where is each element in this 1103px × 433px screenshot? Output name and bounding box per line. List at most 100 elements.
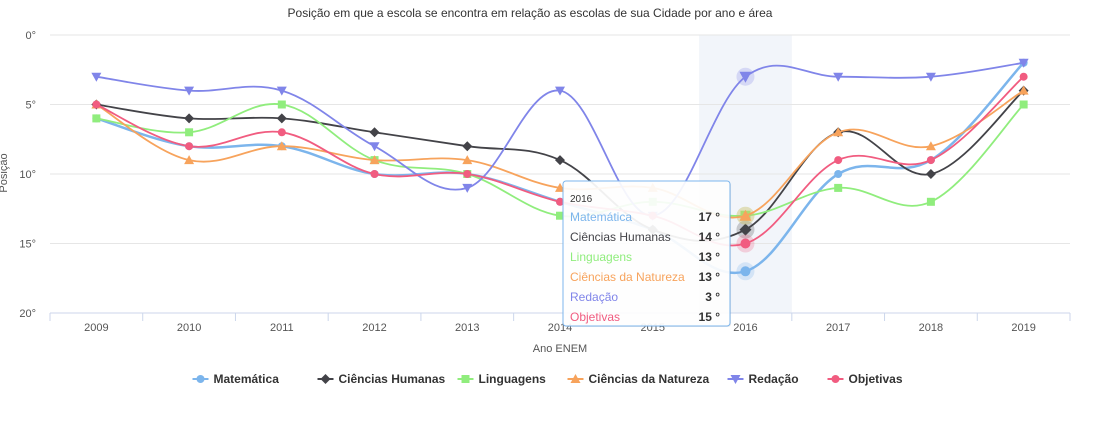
legend-symbol (730, 375, 741, 384)
tooltip-box (562, 180, 731, 327)
tooltip-header: 2016 (570, 194, 593, 205)
legend-label: Linguagens (479, 372, 547, 386)
legend-item-linguagens[interactable]: Linguagens (457, 372, 547, 386)
data-point (555, 86, 565, 96)
legend-symbol (196, 375, 205, 383)
legend-symbol (320, 374, 331, 384)
data-point (91, 72, 102, 82)
series-line-redacao (96, 61, 1024, 217)
x-tick-label: 2011 (270, 322, 294, 334)
data-point (184, 86, 195, 96)
data-point (833, 72, 844, 82)
data-point (369, 142, 380, 152)
tooltip-value: 13 ° (699, 270, 721, 284)
data-point (925, 141, 936, 151)
data-point (926, 156, 935, 165)
tooltip-value: 14 ° (699, 230, 721, 244)
tooltip-row-objetivas: Objetivas 15 ° (570, 310, 720, 324)
data-point (462, 141, 473, 152)
y-axis-ticks: 0° 5° 10° 15° 20° (19, 30, 36, 320)
legend-label: Objetivas (849, 372, 903, 386)
series-group (91, 58, 1029, 281)
data-point (276, 113, 287, 124)
data-point (834, 183, 843, 192)
tooltip-series-name: Linguagens (570, 250, 632, 264)
tooltip-series-name: Ciências Humanas (570, 230, 671, 244)
legend-symbol (461, 375, 470, 383)
tooltip-value: 3 ° (705, 290, 720, 304)
data-point (740, 238, 751, 249)
series-redacao (91, 58, 1029, 221)
data-point (369, 127, 380, 138)
x-tick-label: 2012 (362, 322, 386, 334)
tooltip-row-matematica: Matemática 17 ° (570, 210, 720, 224)
tooltip-row-redacao: Redação 3 ° (570, 290, 720, 304)
tooltip-series-name: Ciências da Natureza (570, 270, 685, 284)
legend-label: Redação (749, 372, 799, 386)
tooltip-series-name: Matemática (570, 210, 632, 224)
x-tick-label: 2019 (1011, 322, 1035, 334)
y-tick-label: 15° (19, 239, 36, 251)
data-point (185, 142, 194, 151)
legend-symbol (831, 375, 840, 383)
x-tick-label: 2013 (455, 322, 479, 334)
legend-label: Ciências da Natureza (589, 372, 710, 386)
data-point (925, 169, 936, 179)
data-point (277, 128, 286, 137)
data-point (834, 156, 843, 165)
y-axis-title: Posição (0, 153, 10, 192)
legend-label: Matemática (214, 372, 280, 386)
y-tick-label: 20° (19, 308, 36, 320)
legend-item-objetivas[interactable]: Objetivas (827, 372, 903, 386)
tooltip-series-name: Redação (570, 290, 618, 304)
data-point (926, 197, 935, 206)
x-axis-ticks: 2009 2010 2011 2012 2013 2014 2015 2016 2017 2018… (49, 313, 1071, 334)
legend-label: Ciências Humanas (339, 372, 446, 386)
data-point (739, 223, 752, 236)
legend-item-redacao[interactable]: Redação (727, 372, 799, 386)
x-tick-label: 2016 (733, 322, 757, 334)
tooltip-value: 15 ° (699, 310, 721, 324)
chart-title: Posição em que a escola se encontra em r… (288, 6, 773, 20)
data-point (1019, 72, 1028, 81)
legend-item-ciencias-da-natureza[interactable]: Ciências da Natureza (567, 372, 710, 386)
tooltip: 2016 Matemática 17 ° Ciências Humanas 14 ° Li… (562, 180, 731, 327)
tooltip-value: 17 ° (699, 210, 721, 224)
x-tick-label: 2010 (177, 322, 201, 334)
y-tick-label: 10° (19, 169, 36, 181)
data-point (739, 209, 752, 221)
data-point (276, 86, 287, 96)
data-point (92, 100, 101, 109)
x-axis-title: Ano ENEM (533, 343, 587, 355)
tooltip-row-linguagens: Linguagens 13 ° (570, 250, 720, 264)
data-point (555, 155, 565, 166)
data-point (369, 155, 380, 165)
legend-item-matematica[interactable]: Matemática (192, 372, 280, 386)
data-point (184, 113, 195, 124)
data-point (556, 197, 564, 206)
legend-item-ciencias-humanas[interactable]: Ciências Humanas (317, 372, 446, 386)
data-point (925, 72, 936, 82)
data-point (370, 170, 379, 178)
y-tick-label: 5° (25, 100, 36, 112)
data-point (462, 183, 473, 193)
grid-lines (50, 34, 1070, 314)
data-point (1018, 58, 1029, 68)
data-point (185, 128, 194, 137)
data-point (463, 170, 472, 178)
series-line-ciencias-humanas (96, 89, 1025, 242)
data-point (1018, 85, 1029, 95)
data-point (1019, 100, 1028, 109)
x-tick-label: 2017 (826, 322, 850, 334)
data-point (833, 127, 844, 137)
x-tick-label: 2009 (84, 322, 108, 334)
y-tick-label: 0° (25, 30, 36, 42)
data-point (92, 114, 101, 123)
data-point (462, 155, 473, 165)
data-point (834, 170, 843, 178)
legend-symbol (570, 374, 581, 383)
data-point (740, 266, 751, 277)
data-point (184, 155, 195, 165)
data-point (276, 141, 287, 151)
